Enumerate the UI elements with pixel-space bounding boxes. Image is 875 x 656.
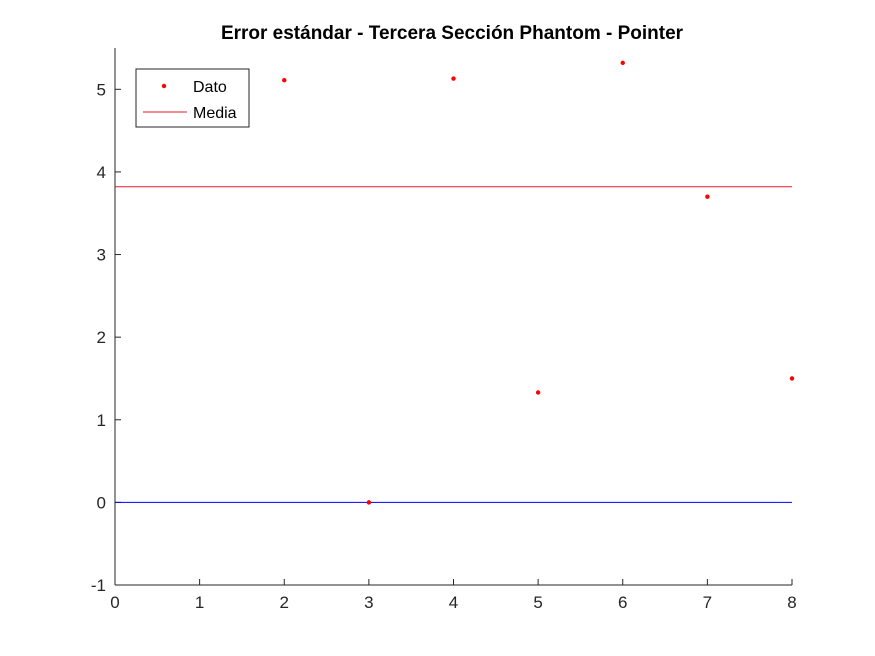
legend-label: Dato <box>193 79 227 96</box>
data-point <box>535 390 541 395</box>
y-tick-label: 2 <box>97 328 106 347</box>
y-tick-label: 4 <box>97 163 106 182</box>
data-point <box>282 78 287 83</box>
legend-marker-dato <box>161 83 167 89</box>
data-point <box>705 194 710 199</box>
y-tick-label: 5 <box>97 80 106 99</box>
y-tick-label: 1 <box>97 411 106 430</box>
x-tick-label: 3 <box>364 593 373 612</box>
x-tick-label: 8 <box>787 593 796 612</box>
data-point <box>451 76 456 81</box>
data-point <box>366 500 372 505</box>
x-tick-label: 2 <box>280 593 289 612</box>
x-tick-label: 0 <box>110 593 119 612</box>
x-tick-label: 1 <box>195 593 204 612</box>
legend-label: Media <box>193 105 237 122</box>
legend: Dato Media <box>135 68 250 128</box>
data-point <box>789 376 795 381</box>
data-point <box>620 60 625 66</box>
y-tick-label: 3 <box>97 246 106 265</box>
y-tick-label: 0 <box>97 493 106 512</box>
x-tick-label: 7 <box>703 593 712 612</box>
x-tick-label: 6 <box>618 593 627 612</box>
x-tick-label: 4 <box>449 593 458 612</box>
x-tick-label: 5 <box>533 593 542 612</box>
legend-box <box>135 68 250 128</box>
chart-title: Error estándar - Tercera Sección Phantom… <box>221 23 684 44</box>
y-tick-label: -1 <box>91 576 106 595</box>
